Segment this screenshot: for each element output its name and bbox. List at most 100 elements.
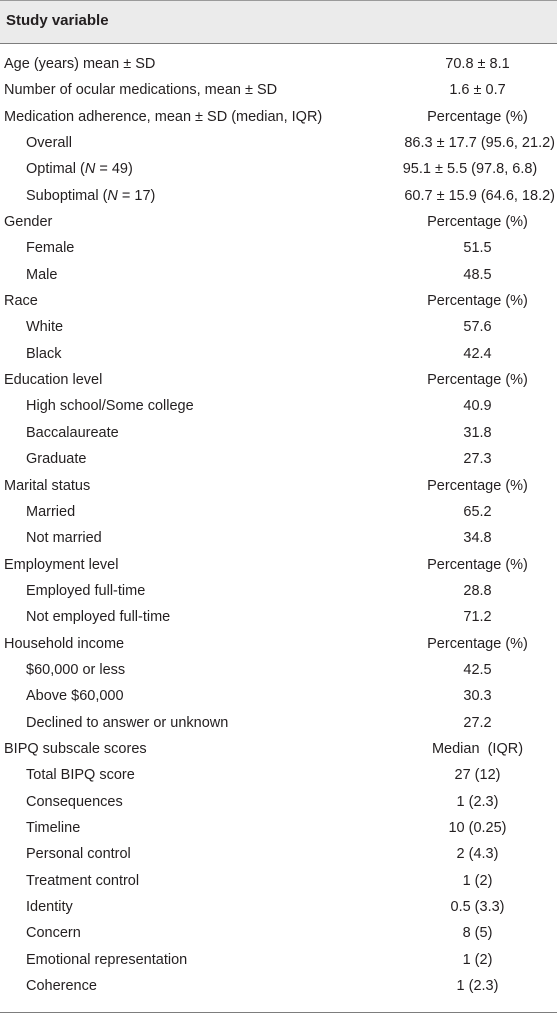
row-label: Total BIPQ score [26,767,135,784]
table-row: Household income Percentage (%) [0,633,557,659]
row-value: 95.1 ± 5.5 (97.8, 6.8) [402,161,538,178]
row-label: Number of ocular medications, mean ± SD [4,82,278,99]
row-label: Above $60,000 [26,688,124,705]
row-label: Not employed full-time [26,609,171,626]
table-row: Consequences 1 (2.3) [0,791,557,817]
row-value: Percentage (%) [427,477,528,494]
table-row: Coherence 1 (2.3) [0,975,557,1001]
row-value: 86.3 ± 17.7 (95.6, 21.2) [404,135,555,152]
table-body: Age (years) mean ± SD 70.8 ± 8.1 Number … [0,53,557,1001]
row-value: 30.3 [463,688,492,705]
row-label: Married [26,503,76,520]
table-row: Male 48.5 [0,264,557,290]
row-value: 34.8 [463,530,492,547]
table-row: Education level Percentage (%) [0,369,557,395]
label-text: = 49) [95,161,133,178]
table-row: Optimal (N = 49) 95.1 ± 5.5 (97.8, 6.8) [0,158,557,184]
table-row: Not employed full-time 71.2 [0,606,557,632]
row-value: Percentage (%) [427,556,528,573]
table-row: BIPQ subscale scores Median (IQR) [0,738,557,764]
row-value: 27.2 [463,714,492,731]
row-value: Percentage (%) [427,108,528,125]
table-row: Female 51.5 [0,237,557,263]
table-row: Employment level Percentage (%) [0,554,557,580]
row-label: Not married [26,530,102,547]
row-value: 0.5 (3.3) [450,899,505,915]
row-value: Percentage (%) [427,372,528,389]
row-label: Age (years) mean ± SD [4,56,156,72]
label-text: Suboptimal ( [26,187,108,204]
table-row: Total BIPQ score 27 (12) [0,764,557,790]
table-row: Graduate 27.3 [0,448,557,474]
row-label: Timeline [26,819,81,836]
row-value: 27.3 [463,451,492,468]
row-label: White [26,319,64,336]
row-label: Gender [4,214,53,231]
row-value: 1.6 ± 0.7 [449,82,506,99]
row-label: BIPQ subscale scores [4,740,147,757]
table-row: Black 42.4 [0,343,557,369]
row-value: 51.5 [463,240,492,257]
row-value: 1 (2) [462,951,493,968]
header-study-variable: Study variable [6,12,109,29]
row-label: Overall [26,135,72,152]
row-label: Male [26,266,58,283]
row-value: 71.2 [463,609,492,626]
table-row: Declined to answer or unknown 27.2 [0,712,557,738]
row-value: 40.9 [463,398,492,415]
row-value: 57.6 [463,319,492,336]
row-value: 1 (2) [462,872,493,889]
row-value: 48.5 [463,266,492,283]
row-label: Household income [4,635,125,652]
table-row: Gender Percentage (%) [0,211,557,237]
table-row: High school/Some college 40.9 [0,395,557,421]
row-label: Race [4,293,38,310]
row-label: Consequences [26,793,123,810]
table-row: Employed full-time 28.8 [0,580,557,606]
row-label: Baccalaureate [26,424,119,441]
row-label: Optimal (N = 49) [26,161,133,177]
row-label: Employed full-time [26,582,146,599]
label-text: = 17) [117,187,156,204]
table-row: Marital status Percentage (%) [0,475,557,501]
label-n-italic: N [107,187,118,204]
row-label: Suboptimal (N = 17) [26,188,155,204]
row-value: 1 (2.3) [456,978,499,995]
table-row: Personal control 2 (4.3) [0,843,557,869]
table-row: Identity 0.5 (3.3) [0,896,557,922]
row-value: 27 (12) [454,767,501,784]
row-value: 70.8 ± 8.1 [445,56,510,72]
table-row: Race Percentage (%) [0,290,557,316]
row-value: 31.8 [463,424,492,441]
row-label: Graduate [26,451,87,468]
row-label: Coherence [26,978,97,995]
table-row: Suboptimal (N = 17) 60.7 ± 15.9 (64.6, 1… [0,185,557,211]
row-label: Identity [26,899,73,915]
row-label: Personal control [26,846,131,863]
row-label: Medication adherence, mean ± SD (median,… [4,108,323,125]
row-label: High school/Some college [26,398,194,415]
row-value: Percentage (%) [427,293,528,310]
row-value: 2 (4.3) [456,846,499,863]
row-label: Treatment control [26,872,140,889]
row-value: 65.2 [463,503,492,520]
table-row: Concern 8 (5) [0,922,557,948]
row-value: 42.5 [463,661,492,678]
table-row: Not married 34.8 [0,527,557,553]
row-value: 10 (0.25) [448,819,507,836]
row-value: 8 (5) [462,925,493,942]
row-label: Concern [26,925,81,942]
table-row: Medication adherence, mean ± SD (median,… [0,106,557,132]
table-row: White 57.6 [0,316,557,342]
table-row: Emotional representation 1 (2) [0,949,557,975]
bottom-rule [0,1012,557,1013]
table-row: $60,000 or less 42.5 [0,659,557,685]
row-value: Median (IQR) [431,740,524,757]
row-value: 1 (2.3) [456,793,499,810]
table-row: Timeline 10 (0.25) [0,817,557,843]
table-row: Above $60,000 30.3 [0,685,557,711]
row-value: 28.8 [463,582,492,599]
row-label: Education level [4,372,103,389]
table-row: Overall 86.3 ± 17.7 (95.6, 21.2) [0,132,557,158]
row-label: Declined to answer or unknown [26,714,229,731]
